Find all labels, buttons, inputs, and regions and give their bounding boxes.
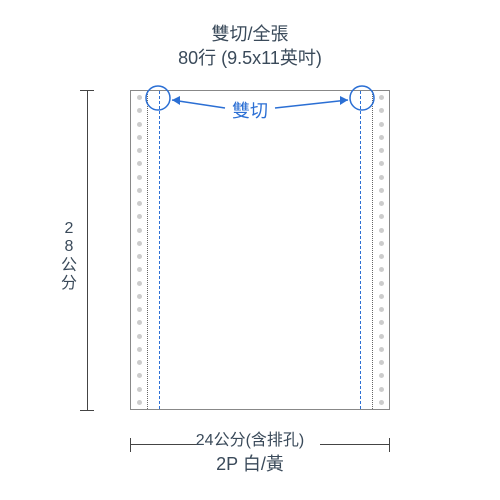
perforation-sep-right	[372, 91, 373, 409]
perforation-hole	[379, 254, 384, 259]
perforation-hole	[379, 387, 384, 392]
perforation-hole	[379, 241, 384, 246]
perforation-strip-left	[131, 91, 147, 409]
bottom-note: 2P 白/黃	[0, 450, 500, 476]
perforation-hole	[379, 148, 384, 153]
perforation-hole	[379, 373, 384, 378]
perforation-hole	[137, 294, 142, 299]
perforation-hole	[137, 241, 142, 246]
cut-line-right	[360, 91, 361, 409]
paper-diagram	[130, 90, 390, 410]
height-label: 28公分	[60, 220, 78, 294]
perforation-hole	[379, 214, 384, 219]
perforation-hole	[137, 267, 142, 272]
perforation-hole	[379, 175, 384, 180]
perforation-hole	[137, 228, 142, 233]
perforation-hole	[137, 360, 142, 365]
perforation-hole	[379, 267, 384, 272]
perforation-hole	[379, 161, 384, 166]
perforation-hole	[137, 281, 142, 286]
perforation-hole	[137, 307, 142, 312]
perforation-hole	[137, 201, 142, 206]
width-label: 24公分(含排孔)	[0, 426, 500, 450]
perforation-hole	[379, 201, 384, 206]
perforation-hole	[137, 214, 142, 219]
title-line-1: 雙切/全張	[0, 20, 500, 46]
perforation-hole	[137, 334, 142, 339]
perforation-hole	[137, 254, 142, 259]
callout-label: 雙切	[0, 97, 500, 123]
perforation-hole	[137, 320, 142, 325]
perforation-hole	[137, 148, 142, 153]
perforation-strip-right	[373, 91, 389, 409]
perforation-hole	[137, 373, 142, 378]
perforation-hole	[137, 347, 142, 352]
title-line-2: 80行 (9.5x11英吋)	[0, 44, 500, 70]
perforation-hole	[379, 281, 384, 286]
perforation-hole	[137, 387, 142, 392]
cut-line-left	[159, 91, 160, 409]
perforation-hole	[379, 228, 384, 233]
perforation-hole	[137, 188, 142, 193]
perforation-hole	[379, 347, 384, 352]
perforation-hole	[379, 334, 384, 339]
perforation-hole	[379, 188, 384, 193]
perforation-hole	[379, 400, 384, 405]
perforation-sep-left	[147, 91, 148, 409]
perforation-hole	[137, 161, 142, 166]
perforation-hole	[379, 320, 384, 325]
perforation-hole	[137, 175, 142, 180]
perforation-hole	[137, 135, 142, 140]
perforation-hole	[379, 307, 384, 312]
perforation-hole	[379, 294, 384, 299]
perforation-hole	[137, 400, 142, 405]
perforation-hole	[379, 135, 384, 140]
perforation-hole	[379, 360, 384, 365]
